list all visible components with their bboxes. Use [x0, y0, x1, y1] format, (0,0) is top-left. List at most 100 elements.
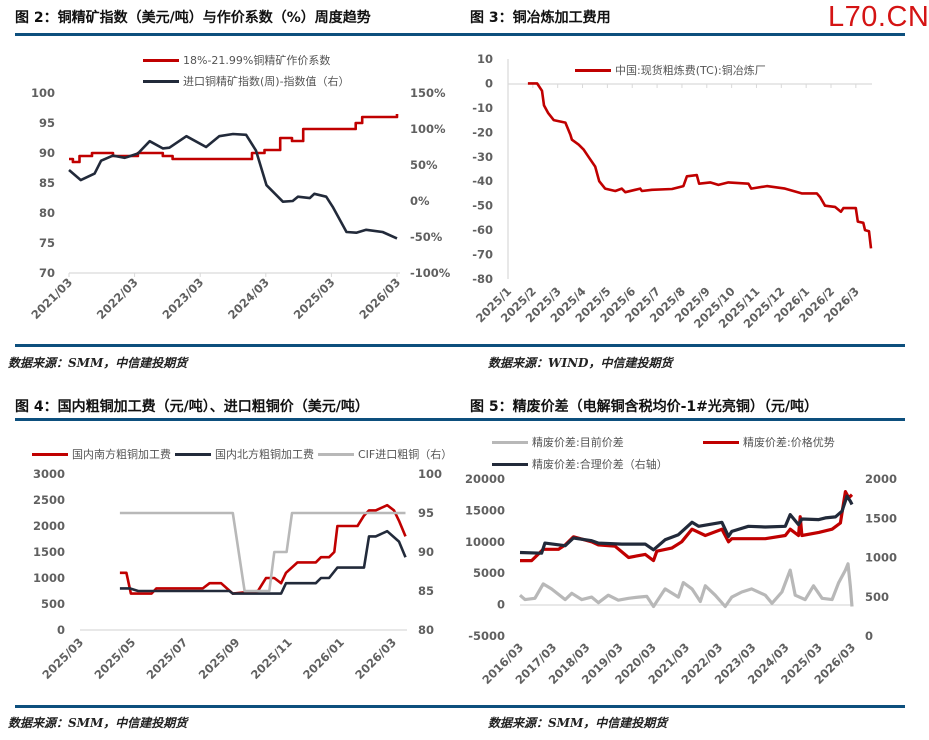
- x-tick-label: 2024/03: [745, 640, 792, 687]
- y-tick-label: 2000: [33, 519, 65, 533]
- x-tick-label: 2025/12: [741, 284, 788, 331]
- x-tick-label: 2025/3: [523, 284, 564, 325]
- y2-tick-label: 85: [418, 584, 434, 598]
- y-tick-label: 100: [31, 86, 55, 100]
- y-tick-label: -5000: [468, 629, 505, 643]
- y-tick-label: 2500: [33, 493, 65, 507]
- y2-tick-label: 50%: [410, 158, 438, 172]
- y-tick-label: 15000: [465, 503, 505, 517]
- y-tick-label: 0: [57, 623, 65, 637]
- fig2-legend-item-index: 进口铜精矿指数(周)-指数值（右）: [143, 73, 350, 89]
- y-tick-label: 80: [39, 206, 55, 220]
- fig5-source: 数据来源：SMM，中信建投期货: [488, 716, 668, 730]
- legend-label: 精废价差:目前价差: [532, 436, 624, 449]
- y-tick-label: 90: [39, 146, 55, 160]
- x-tick-label: 2022/03: [678, 640, 725, 687]
- fig4-legend-item-cif: CIF进口粗铜（右）: [318, 446, 452, 462]
- x-tick-label: 2026/01: [300, 635, 347, 682]
- x-tick-label: 2025/03: [39, 635, 86, 682]
- y2-tick-label: 90: [418, 545, 434, 559]
- y-tick-label: -40: [472, 174, 493, 188]
- legend-label: 国内北方粗铜加工费: [215, 448, 314, 461]
- legend-label: CIF进口粗铜（右）: [358, 448, 453, 461]
- y-tick-label: 500: [41, 597, 65, 611]
- x-tick-label: 2025/6: [597, 284, 638, 325]
- y-tick-label: -10: [472, 101, 493, 115]
- fig5-legend-item-advantage: 精废价差:价格优势: [703, 434, 835, 450]
- x-tick-label: 2025/11: [248, 635, 295, 682]
- x-tick-label: 2026/03: [352, 635, 399, 682]
- fig4-title: 图 4：国内粗铜加工费（元/吨）、进口粗铜价（美元/吨）: [15, 399, 369, 415]
- chart-5: -5000 0 5000 10000 15000 20000 0 500 1000 1500 200…: [465, 472, 897, 687]
- y-tick-label: 70: [39, 266, 55, 280]
- x-tick-label: 2025/03: [778, 640, 825, 687]
- x-tick-label: 2026/03: [811, 640, 858, 687]
- x-tick-label: 2025/10: [691, 284, 738, 331]
- y-tick-label: -50: [472, 199, 493, 213]
- y2-tick-label: 1500: [865, 511, 897, 525]
- x-tick-label: 2021/03: [645, 640, 692, 687]
- legend-swatch-navy: [492, 462, 528, 466]
- legend-swatch-red: [32, 452, 68, 456]
- legend-label: 18%-21.99%铜精矿作价系数: [183, 54, 331, 67]
- y-tick-label: 5000: [473, 566, 505, 580]
- y2-tick-label: 0: [865, 629, 873, 643]
- legend-swatch-navy: [143, 79, 179, 83]
- watermark-logo: L70.CN: [828, 1, 929, 33]
- x-tick-label: 2018/03: [546, 640, 593, 687]
- series-line-1: [518, 562, 854, 609]
- y-tick-label: -70: [472, 248, 493, 262]
- fig4-legend-item-south: 国内南方粗铜加工费: [32, 446, 171, 462]
- y2-tick-label: 100%: [410, 122, 446, 136]
- x-tick-label: 2025/7: [622, 284, 663, 325]
- y-tick-label: 10: [477, 52, 493, 66]
- x-tick-label: 2025/05: [91, 635, 138, 682]
- x-tick-label: 2025/1: [473, 284, 514, 325]
- y2-tick-label: 2000: [865, 472, 897, 486]
- fig5-legend-item-current: 精废价差:目前价差: [492, 434, 624, 450]
- x-tick-label: 2025/07: [144, 635, 191, 682]
- x-tick-label: 2025/9: [672, 284, 713, 325]
- legend-label: 国内南方粗铜加工费: [72, 448, 171, 461]
- divider-bottom: [15, 705, 905, 708]
- y-tick-label: 20000: [465, 472, 505, 486]
- y-tick-label: 0: [497, 598, 505, 612]
- y2-tick-label: 100: [418, 467, 442, 481]
- series-line-3: [119, 511, 406, 593]
- series-line-1: [527, 82, 873, 249]
- x-tick-label: 2023/03: [159, 275, 206, 322]
- fig3-title: 图 3：铜冶炼加工费用: [470, 10, 611, 26]
- fig2-legend-item-coefficient: 18%-21.99%铜精矿作价系数: [143, 52, 330, 68]
- x-tick-label: 2025/11: [716, 284, 763, 331]
- x-tick-label: 2026/3: [821, 284, 862, 325]
- divider-lower: [15, 418, 905, 421]
- y2-tick-label: -100%: [410, 266, 451, 280]
- series-line-2: [520, 490, 854, 563]
- series-line-3: [519, 494, 854, 555]
- chart-2: 70 75 80 85 90 95 100 -100% -50% 0% 50% 100% 150% 202…: [28, 86, 450, 322]
- y-tick-label: -20: [472, 125, 493, 139]
- x-tick-label: 2022/03: [94, 275, 141, 322]
- y2-tick-label: 95: [418, 506, 434, 520]
- x-tick-label: 2025/4: [547, 284, 588, 325]
- fig5-legend-item-reasonable: 精废价差:合理价差（右轴）: [492, 456, 668, 472]
- x-tick-label: 2023/03: [712, 640, 759, 687]
- legend-label: 中国:现货粗炼费(TC):铜冶炼厂: [615, 64, 766, 77]
- x-tick-label: 2025/09: [196, 635, 243, 682]
- x-tick-label: 2026/2: [796, 284, 837, 325]
- legend-label: 精废价差:价格优势: [743, 436, 835, 449]
- y2-tick-label: 150%: [410, 86, 446, 100]
- y-tick-label: -80: [472, 272, 493, 286]
- fig3-legend-item-tc: 中国:现货粗炼费(TC):铜冶炼厂: [575, 62, 766, 78]
- y2-tick-label: 500: [865, 590, 889, 604]
- y2-tick-label: 0%: [410, 194, 430, 208]
- y-tick-label: 0: [485, 76, 493, 90]
- series-line-1: [119, 503, 407, 595]
- legend-swatch-gray: [318, 452, 354, 456]
- series-line-2: [68, 132, 398, 240]
- legend-label: 进口铜精矿指数(周)-指数值（右）: [183, 75, 350, 88]
- x-tick-label: 2026/1: [771, 284, 812, 325]
- x-tick-label: 2024/03: [225, 275, 272, 322]
- y-tick-label: 10000: [465, 535, 505, 549]
- fig4-legend-item-north: 国内北方粗铜加工费: [175, 446, 314, 462]
